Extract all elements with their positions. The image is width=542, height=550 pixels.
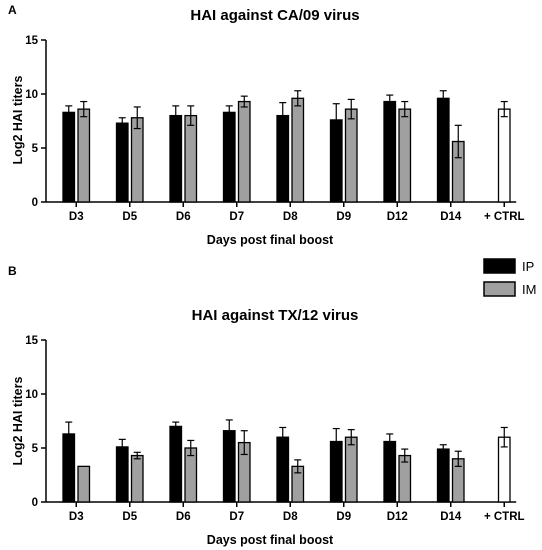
x-axis-label-a: Days post final boost bbox=[207, 233, 334, 247]
x-tick-label: D9 bbox=[336, 511, 351, 523]
bar-im bbox=[130, 117, 144, 203]
x-tick-label: D6 bbox=[176, 511, 191, 523]
bar-im bbox=[398, 108, 412, 203]
bar-im bbox=[237, 100, 251, 203]
bar-ctrl bbox=[497, 108, 511, 203]
bar-ip bbox=[62, 111, 76, 203]
x-tick-label: D12 bbox=[387, 511, 408, 523]
bar-ip bbox=[115, 446, 129, 503]
x-tick-label: + CTRL bbox=[484, 211, 525, 223]
chart-marks-a: 0 5 10 15 D3 D5 D6 D7 D8 D9 D12 D14 + CTRL bbox=[25, 35, 524, 223]
bar-im bbox=[344, 108, 358, 203]
bar-im bbox=[77, 465, 91, 503]
panel-letter-a: A bbox=[8, 3, 17, 17]
chart-title-a: HAI against CA/09 virus bbox=[190, 7, 359, 24]
bar-ip bbox=[115, 122, 129, 203]
panel-letter-b: B bbox=[8, 264, 17, 278]
bar-ip bbox=[436, 448, 450, 503]
x-tick-label: D12 bbox=[387, 211, 408, 223]
x-tick-label: D9 bbox=[336, 211, 351, 223]
chart-marks-b: 0 5 10 15 D3 D5 D6 D7 D8 D9 D12 D14 + CTRL bbox=[25, 335, 524, 523]
y-tick-label: 5 bbox=[32, 443, 39, 455]
y-tick-label: 10 bbox=[25, 89, 38, 101]
y-tick-label: 15 bbox=[25, 335, 38, 347]
x-tick-label: D7 bbox=[229, 211, 244, 223]
x-tick-label: D14 bbox=[440, 211, 462, 223]
x-axis-label-b: Days post final boost bbox=[207, 533, 334, 547]
bar-im bbox=[344, 436, 358, 503]
y-tick-label: 15 bbox=[25, 35, 38, 47]
chart-title-b: HAI against TX/12 virus bbox=[192, 307, 359, 324]
legend-label-im: IM bbox=[522, 282, 536, 297]
bar-ip bbox=[383, 440, 397, 503]
y-axis-label-b: Log2 HAI titers bbox=[11, 377, 25, 466]
bar-im bbox=[291, 97, 305, 203]
y-tick-label: 5 bbox=[32, 143, 39, 155]
legend-label-ip: IP bbox=[522, 259, 534, 274]
x-tick-label: D5 bbox=[122, 211, 137, 223]
x-tick-label: D3 bbox=[69, 211, 84, 223]
bar-ip bbox=[383, 100, 397, 203]
x-tick-label: D14 bbox=[440, 511, 462, 523]
x-tick-label: D7 bbox=[229, 511, 244, 523]
bar-ip bbox=[222, 111, 236, 203]
bar-im bbox=[77, 108, 91, 203]
legend: IP IM bbox=[483, 258, 536, 297]
x-tick-label: D5 bbox=[122, 511, 137, 523]
bar-im bbox=[184, 114, 198, 203]
y-tick-label: 0 bbox=[32, 497, 38, 509]
legend-swatch-im bbox=[483, 281, 516, 297]
y-axis-label-a: Log2 HAI titers bbox=[11, 76, 25, 165]
legend-swatch-ip bbox=[483, 258, 516, 274]
y-tick-label: 10 bbox=[25, 389, 38, 401]
bar-ip bbox=[169, 425, 183, 503]
x-tick-label: D3 bbox=[69, 511, 84, 523]
bar-ip bbox=[436, 97, 450, 203]
panel-a: A HAI against CA/09 virus Log2 HAI titer… bbox=[8, 3, 525, 247]
panel-b: B HAI against TX/12 virus Log2 HAI titer… bbox=[8, 264, 525, 547]
x-tick-label: + CTRL bbox=[484, 511, 525, 523]
y-tick-label: 0 bbox=[32, 197, 38, 209]
x-tick-label: D6 bbox=[176, 211, 191, 223]
x-tick-label: D8 bbox=[283, 511, 298, 523]
bar-ip bbox=[169, 114, 183, 203]
x-tick-label: D8 bbox=[283, 211, 298, 223]
bar-im bbox=[130, 454, 144, 503]
